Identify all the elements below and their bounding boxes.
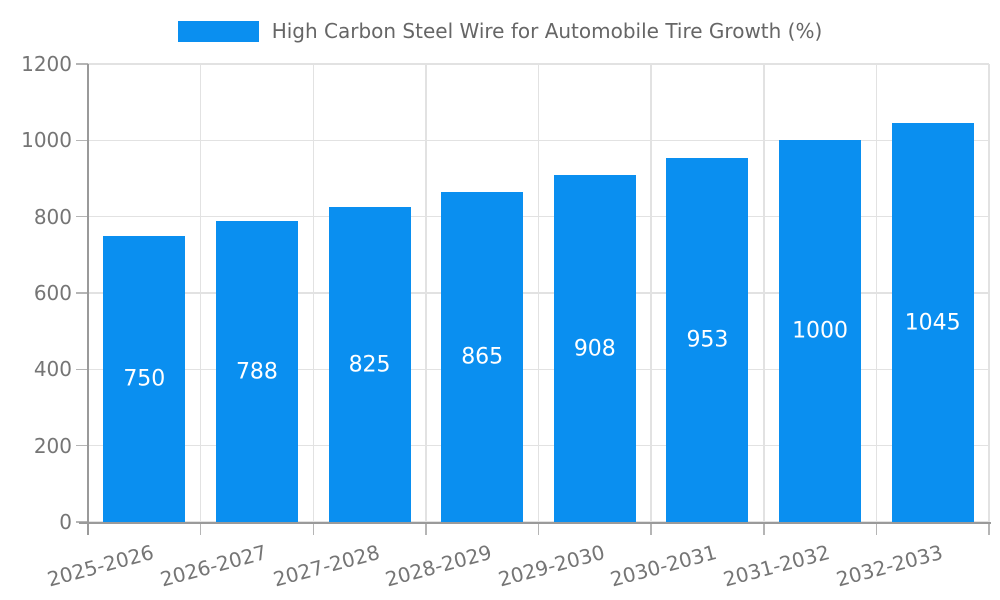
x-tick xyxy=(875,522,878,535)
bar[interactable]: 1000 xyxy=(779,140,862,522)
v-gridline xyxy=(199,64,202,522)
bar[interactable]: 825 xyxy=(328,207,411,522)
bar-value-label: 953 xyxy=(686,327,729,353)
bar-value-label: 1000 xyxy=(792,318,849,344)
x-tick xyxy=(650,522,652,535)
v-gridline xyxy=(650,64,652,522)
x-tick xyxy=(537,522,540,535)
bar[interactable]: 953 xyxy=(666,158,749,522)
legend-swatch xyxy=(177,20,259,42)
v-gridline xyxy=(425,64,427,522)
x-tick xyxy=(988,522,990,535)
y-axis-tick-label: 1200 xyxy=(21,52,72,76)
y-tick xyxy=(76,215,88,218)
y-tick xyxy=(76,292,88,294)
legend-item[interactable]: High Carbon Steel Wire for Automobile Ti… xyxy=(0,16,1000,46)
y-axis-tick-label: 1000 xyxy=(21,128,72,153)
bar[interactable]: 908 xyxy=(553,175,636,522)
y-axis-line xyxy=(87,64,89,522)
y-axis-tick-label: 0 xyxy=(59,510,72,534)
v-gridline xyxy=(763,64,765,522)
y-axis-tick-label: 600 xyxy=(33,281,72,305)
y-tick xyxy=(76,63,88,65)
y-tick xyxy=(76,139,88,142)
bar-value-label: 825 xyxy=(348,352,391,378)
x-tick xyxy=(763,522,765,535)
bar-value-label: 865 xyxy=(461,344,504,370)
y-tick xyxy=(76,368,88,371)
bar[interactable]: 865 xyxy=(441,191,524,522)
v-gridline xyxy=(537,64,540,522)
bar[interactable]: 788 xyxy=(215,221,298,522)
y-axis-tick-label: 200 xyxy=(33,433,72,458)
x-tick xyxy=(199,522,202,535)
bar[interactable]: 750 xyxy=(103,235,186,522)
y-axis-tick-label: 400 xyxy=(33,357,72,382)
y-axis-tick-label: 800 xyxy=(33,204,72,229)
v-gridline xyxy=(875,64,878,522)
v-gridline xyxy=(312,64,314,522)
x-tick xyxy=(312,522,314,535)
x-axis-line xyxy=(79,522,991,524)
bar-value-label: 908 xyxy=(573,336,616,362)
legend-label: High Carbon Steel Wire for Automobile Ti… xyxy=(271,18,823,43)
bar-value-label: 1045 xyxy=(904,310,961,336)
bar-value-label: 788 xyxy=(235,359,278,385)
bar[interactable]: 1045 xyxy=(891,123,974,522)
x-tick xyxy=(87,522,89,535)
v-gridline xyxy=(988,64,990,522)
bar-value-label: 750 xyxy=(123,366,166,392)
x-tick xyxy=(425,522,427,535)
y-tick xyxy=(76,444,88,447)
